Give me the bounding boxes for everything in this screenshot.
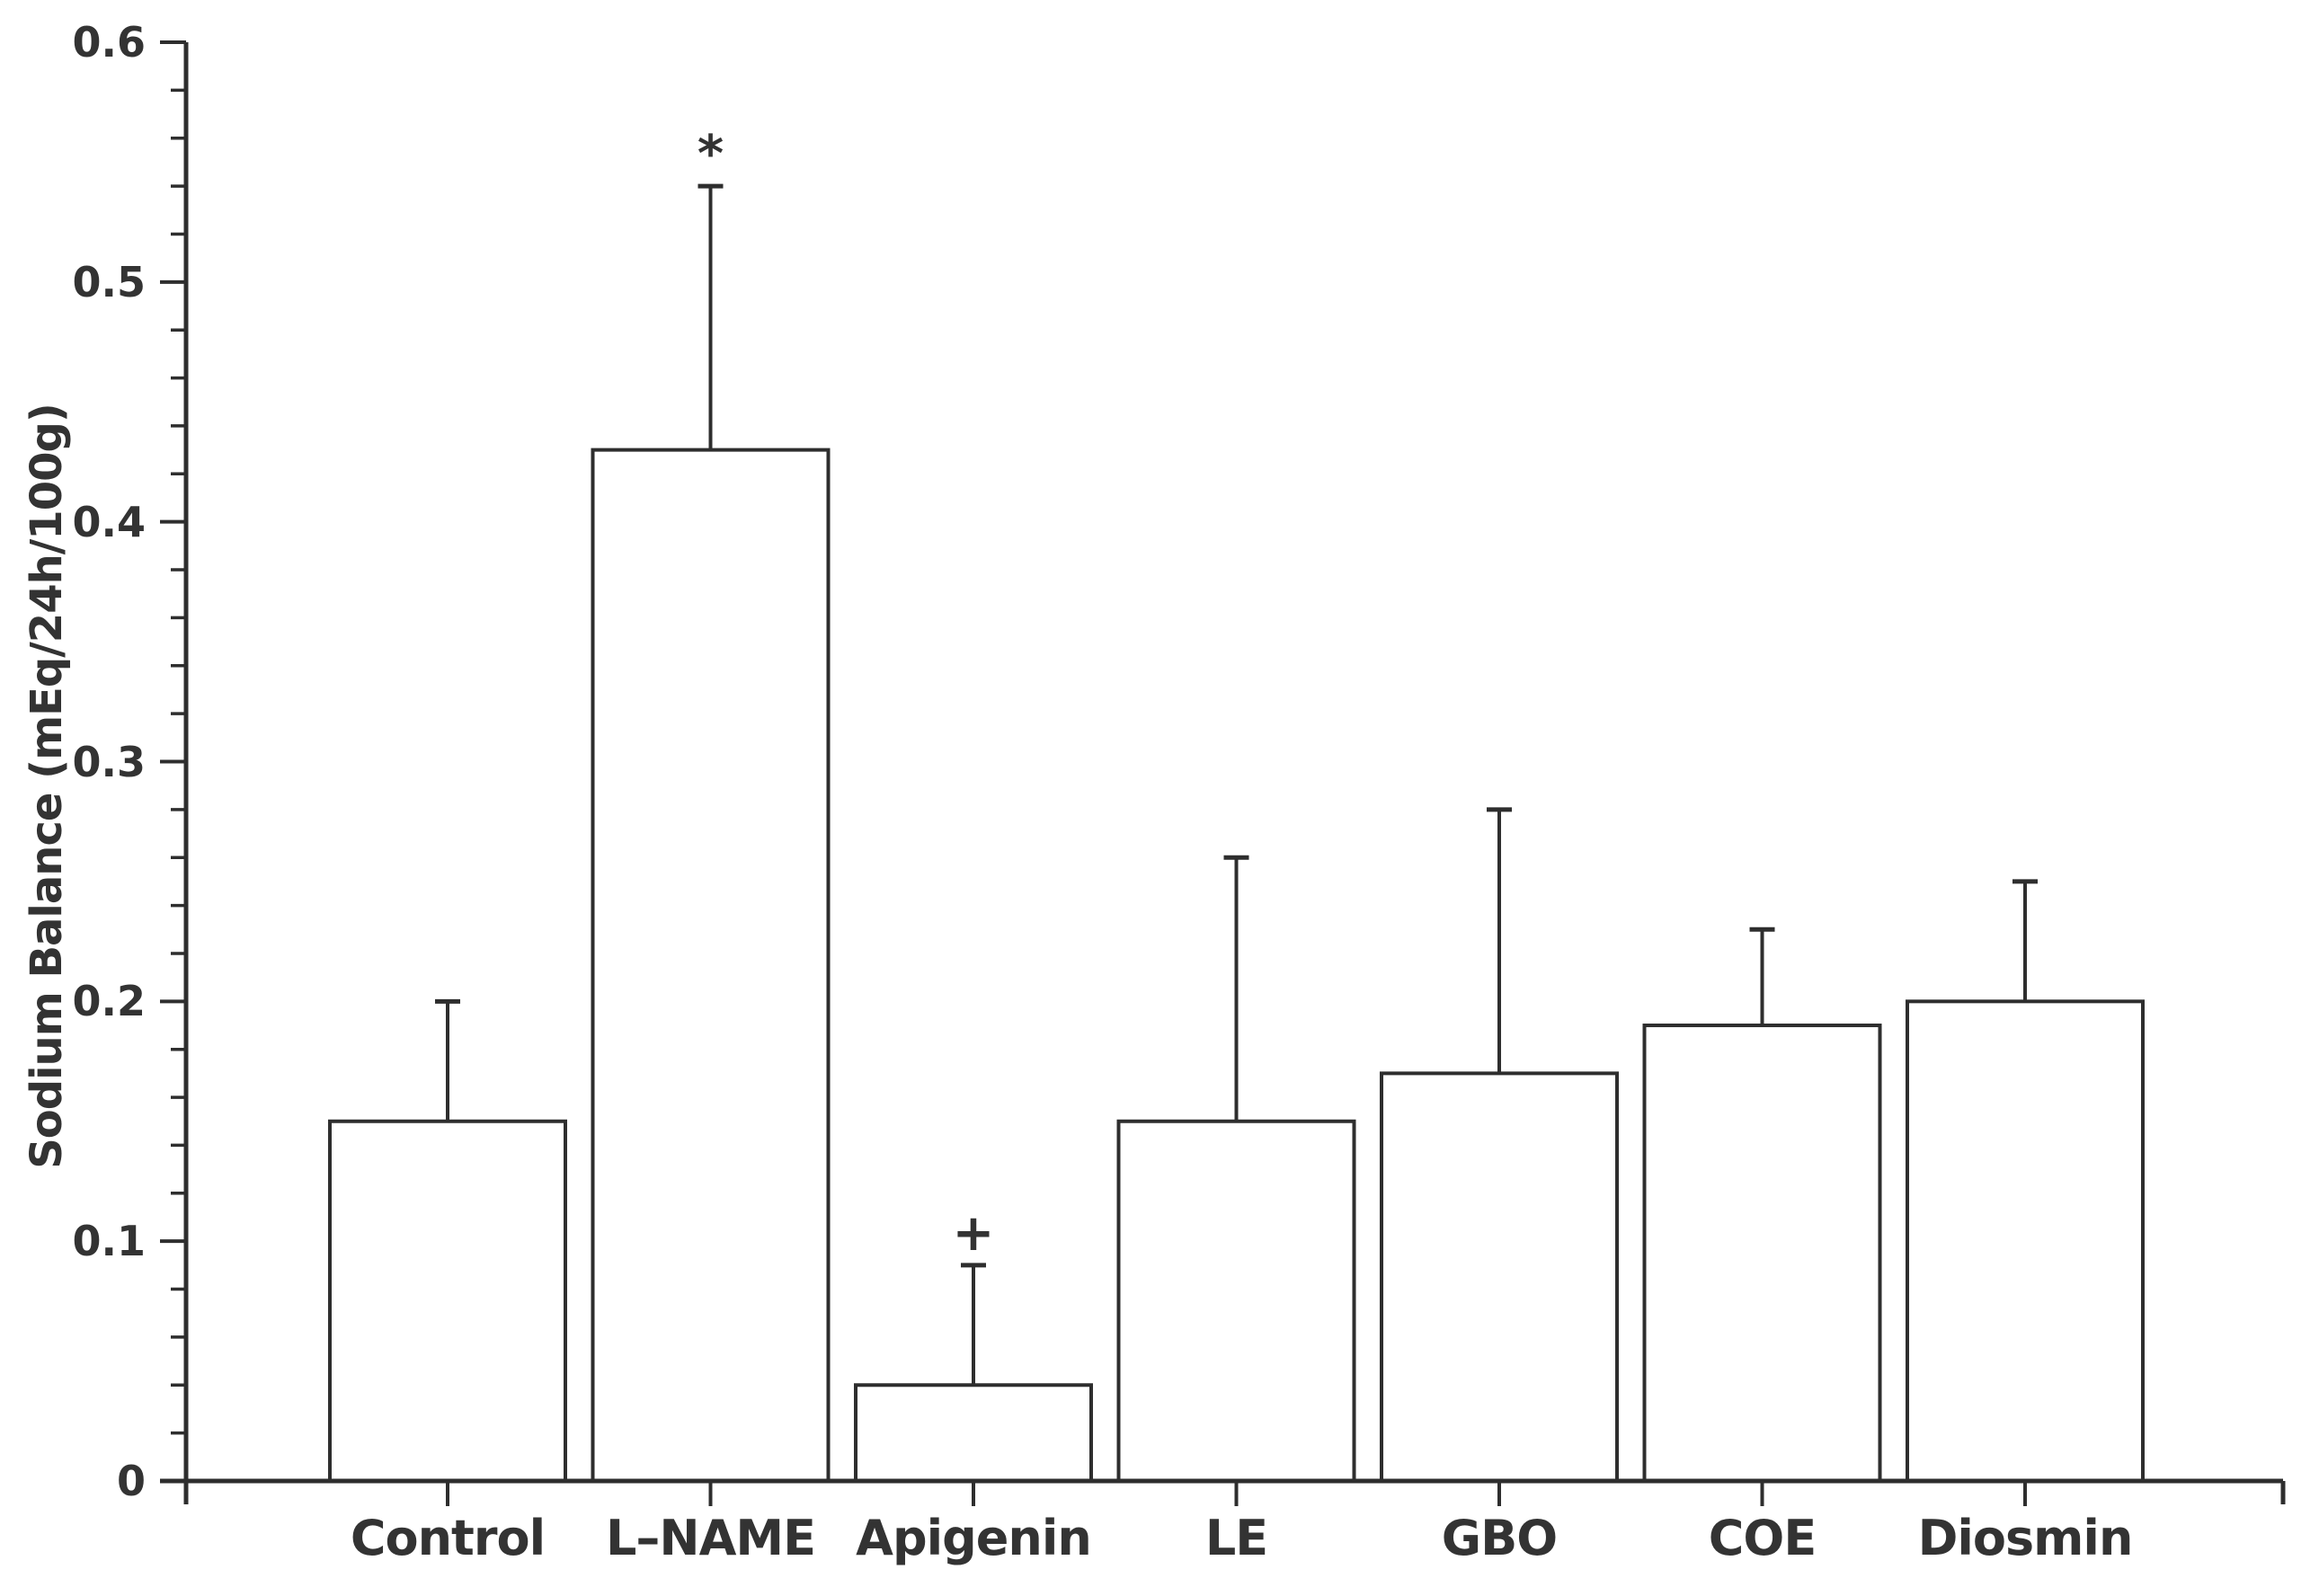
x-category-label-1: L–NAME <box>605 1510 816 1566</box>
bar-0 <box>328 1119 567 1483</box>
y-tick-label-0: 0 <box>116 1457 146 1505</box>
bar-2 <box>854 1383 1093 1484</box>
x-category-label-6: Diosmin <box>1917 1510 2134 1566</box>
bar-3 <box>1116 1119 1356 1483</box>
y-tick-label-0.6: 0.6 <box>72 18 147 66</box>
x-category-label-4: GBO <box>1441 1510 1558 1566</box>
y-tick-label-0.4: 0.4 <box>72 497 147 546</box>
bar-4 <box>1380 1071 1619 1483</box>
x-category-label-0: Control <box>350 1510 546 1566</box>
y-tick-label-0.1: 0.1 <box>72 1217 147 1266</box>
x-category-label-2: Apigenin <box>856 1510 1092 1566</box>
x-category-label-5: COE <box>1708 1510 1817 1566</box>
significance-symbol-+: + <box>952 1203 995 1263</box>
y-tick-label-0.2: 0.2 <box>72 977 147 1026</box>
bar-5 <box>1642 1024 1882 1484</box>
y-tick-label-0.5: 0.5 <box>72 257 147 306</box>
significance-symbol-*: * <box>697 125 724 184</box>
x-category-label-3: LE <box>1204 1510 1268 1566</box>
y-tick-label-0.3: 0.3 <box>72 737 147 786</box>
bar-1 <box>591 448 831 1483</box>
y-axis-title: Sodium Balance (mEq/24h/100g) <box>22 403 72 1169</box>
bar-6 <box>1906 999 2145 1484</box>
